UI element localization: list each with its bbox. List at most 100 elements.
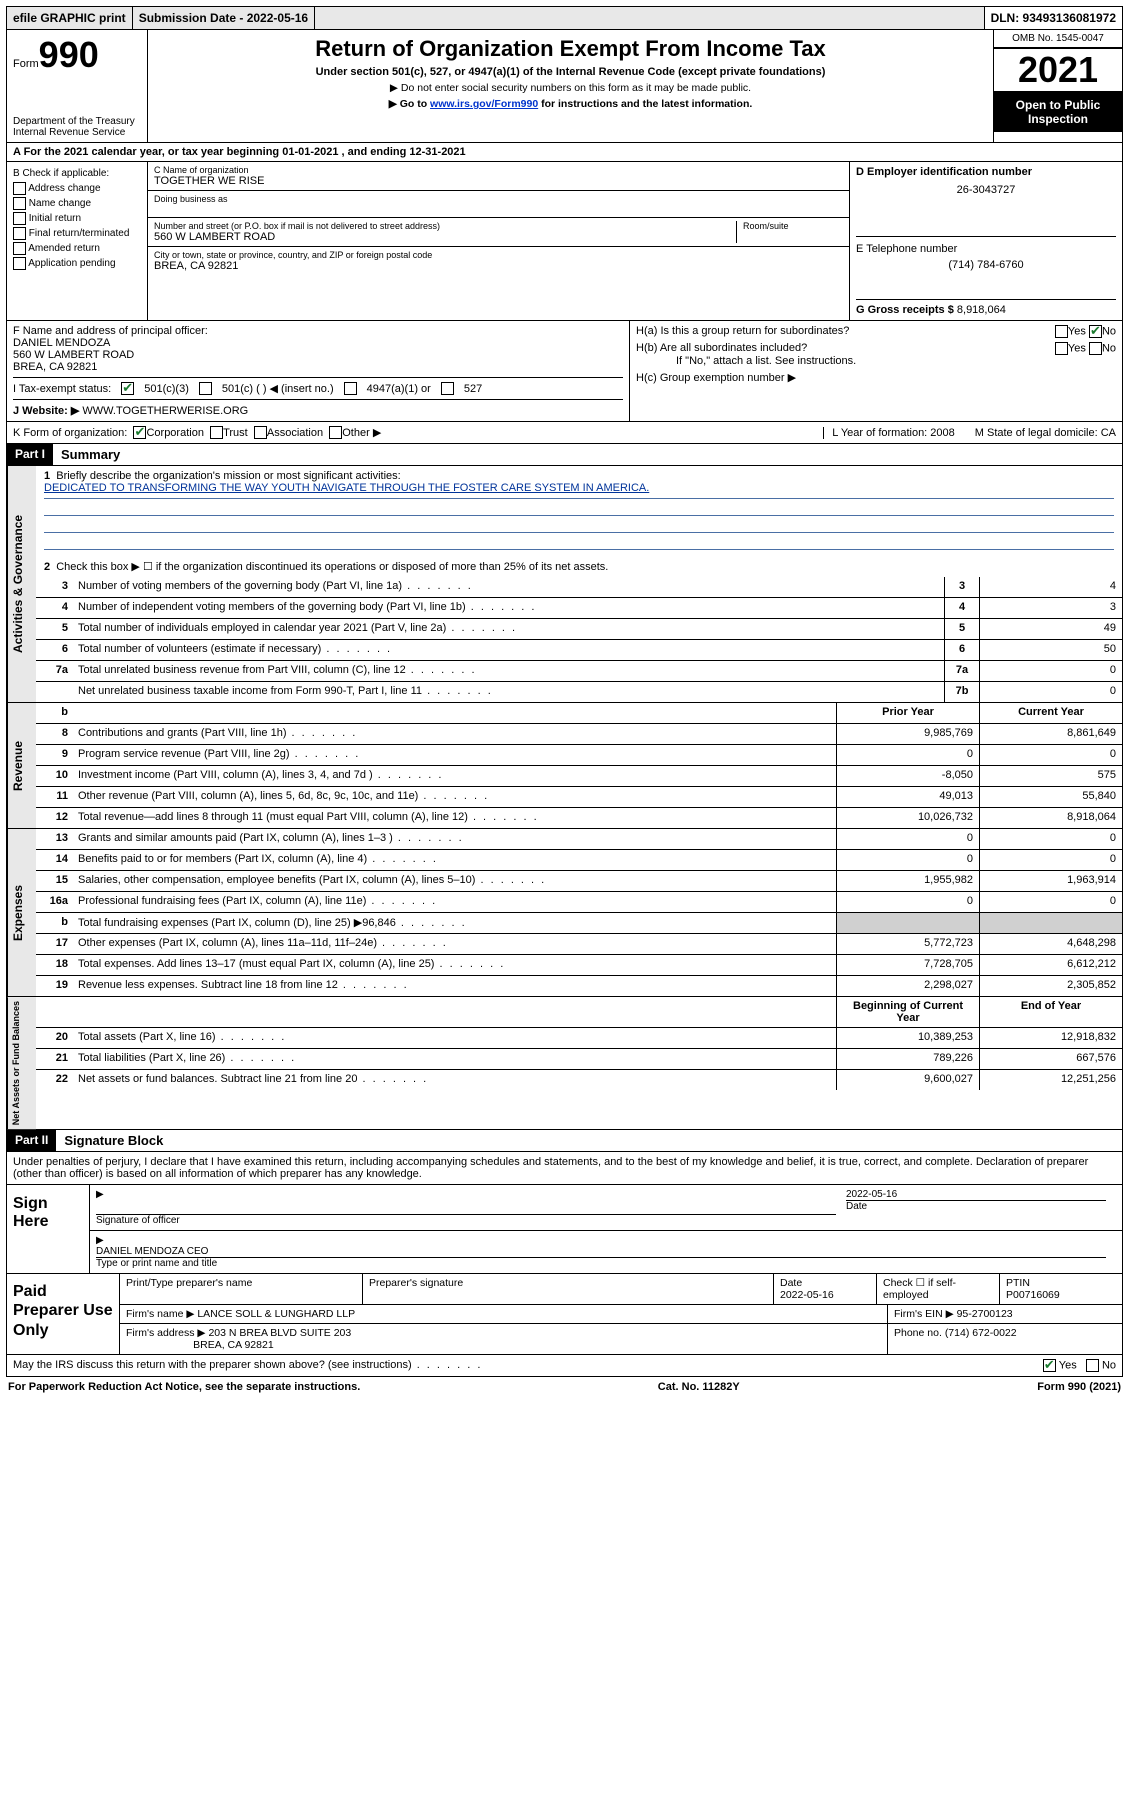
chk-501c3[interactable] — [121, 382, 134, 395]
hb-no[interactable] — [1089, 342, 1102, 355]
row-k-label: K Form of organization: — [13, 427, 127, 439]
chk-4947[interactable] — [344, 382, 357, 395]
row-a-pre: A For the 2021 calendar year, or tax yea… — [13, 146, 282, 158]
line-num: 17 — [36, 934, 74, 954]
prep-sig-label: Preparer's signature — [363, 1274, 774, 1304]
net-header-row: Beginning of Current Year End of Year — [36, 997, 1122, 1028]
line-text: Number of voting members of the governin… — [74, 577, 944, 597]
line-prior: 0 — [836, 892, 979, 912]
chk-527[interactable] — [441, 382, 454, 395]
dba-cell: Doing business as — [148, 191, 849, 218]
gov-line: 5Total number of individuals employed in… — [36, 619, 1122, 640]
line-num: 14 — [36, 850, 74, 870]
line-current: 12,918,832 — [979, 1028, 1122, 1048]
line-prior: 2,298,027 — [836, 976, 979, 996]
data-line: 20Total assets (Part X, line 16)10,389,2… — [36, 1028, 1122, 1049]
line-num: 7a — [36, 661, 74, 681]
col-d: D Employer identification number 26-3043… — [849, 162, 1122, 320]
form-number: Form990 — [13, 34, 141, 76]
org-name-cell: C Name of organization TOGETHER WE RISE — [148, 162, 849, 191]
ptin-value: P00716069 — [1006, 1289, 1060, 1301]
side-revenue: Revenue — [7, 703, 36, 828]
part1-header-row: Part I Summary — [6, 444, 1123, 466]
chk-name-change[interactable]: Name change — [13, 196, 141, 211]
footer-form: Form 990 (2021) — [1037, 1381, 1121, 1393]
rev-hdr-text — [74, 703, 836, 723]
hdr-boy: Beginning of Current Year — [836, 997, 979, 1027]
block-fh: F Name and address of principal officer:… — [6, 321, 1123, 422]
sig-date-label: Date — [846, 1200, 1106, 1212]
chk-corporation[interactable] — [133, 426, 146, 439]
hb-yes[interactable] — [1055, 342, 1068, 355]
data-line: 14Benefits paid to or for members (Part … — [36, 850, 1122, 871]
footer-left: For Paperwork Reduction Act Notice, see … — [8, 1381, 360, 1393]
line-prior: 5,772,723 — [836, 934, 979, 954]
sig-name-value: DANIEL MENDOZA CEO — [96, 1246, 1106, 1257]
line-current: 8,861,649 — [979, 724, 1122, 744]
ha-yes[interactable] — [1055, 325, 1068, 338]
line-text: Grants and similar amounts paid (Part IX… — [74, 829, 836, 849]
page-footer: For Paperwork Reduction Act Notice, see … — [6, 1377, 1123, 1397]
prep-row-3: Firm's address ▶ 203 N BREA BLVD SUITE 2… — [120, 1324, 1122, 1354]
line-prior: 10,389,253 — [836, 1028, 979, 1048]
irs-link[interactable]: www.irs.gov/Form990 — [430, 98, 538, 110]
discuss-no[interactable] — [1086, 1359, 1099, 1372]
q2-text: Check this box ▶ ☐ if the organization d… — [56, 561, 608, 573]
mission-text: DEDICATED TO TRANSFORMING THE WAY YOUTH … — [44, 482, 1114, 499]
chk-application-pending[interactable]: Application pending — [13, 256, 141, 271]
chk-association[interactable] — [254, 426, 267, 439]
line-text: Total number of volunteers (estimate if … — [74, 640, 944, 660]
line-prior — [836, 913, 979, 933]
data-line: 16aProfessional fundraising fees (Part I… — [36, 892, 1122, 913]
discuss-yes[interactable] — [1043, 1359, 1056, 1372]
dln-label: DLN: 93493136081972 — [985, 7, 1122, 29]
line-current: 575 — [979, 766, 1122, 786]
line-text: Total expenses. Add lines 13–17 (must eq… — [74, 955, 836, 975]
top-bar: efile GRAPHIC print Submission Date - 20… — [6, 6, 1123, 30]
chk-501c[interactable] — [199, 382, 212, 395]
ein-value: 26-3043727 — [856, 184, 1116, 196]
addr-label: Number and street (or P.O. box if mail i… — [154, 221, 736, 231]
ptin-label: PTIN — [1006, 1277, 1030, 1289]
chk-other[interactable] — [329, 426, 342, 439]
line-text: Salaries, other compensation, employee b… — [74, 871, 836, 891]
note2-pre: ▶ Go to — [389, 98, 430, 110]
chk-initial-return[interactable]: Initial return — [13, 211, 141, 226]
prep-self-employed: Check ☐ if self-employed — [877, 1274, 1000, 1304]
prep-date-label: Date — [780, 1277, 802, 1289]
line-current: 0 — [979, 745, 1122, 765]
line-text: Contributions and grants (Part VIII, lin… — [74, 724, 836, 744]
submission-date-button[interactable]: Submission Date - 2022-05-16 — [133, 7, 315, 29]
col-b-label: B Check if applicable: — [13, 166, 141, 181]
line-prior: 49,013 — [836, 787, 979, 807]
dept-label: Department of the Treasury — [13, 116, 141, 127]
hb-note: If "No," attach a list. See instructions… — [676, 355, 1116, 367]
line-text: Total assets (Part X, line 16) — [74, 1028, 836, 1048]
line-prior: 0 — [836, 745, 979, 765]
line-num: 9 — [36, 745, 74, 765]
line-value: 0 — [979, 661, 1122, 681]
prep-row-2: Firm's name ▶ LANCE SOLL & LUNGHARD LLP … — [120, 1305, 1122, 1324]
line-num: 18 — [36, 955, 74, 975]
note2-post: for instructions and the latest informat… — [538, 98, 752, 110]
data-line: 15Salaries, other compensation, employee… — [36, 871, 1122, 892]
efile-print-button[interactable]: efile GRAPHIC print — [7, 7, 133, 29]
line-current: 0 — [979, 892, 1122, 912]
line-prior: 1,955,982 — [836, 871, 979, 891]
mission-line-4 — [44, 533, 1114, 550]
line-text: Other expenses (Part IX, column (A), lin… — [74, 934, 836, 954]
chk-amended-return[interactable]: Amended return — [13, 241, 141, 256]
chk-trust[interactable] — [210, 426, 223, 439]
ha-no[interactable] — [1089, 325, 1102, 338]
line-num: 8 — [36, 724, 74, 744]
section-revenue: Revenue b Prior Year Current Year 8Contr… — [6, 703, 1123, 829]
chk-final-return[interactable]: Final return/terminated — [13, 226, 141, 241]
side-governance: Activities & Governance — [7, 466, 36, 702]
website-label: J Website: ▶ — [13, 405, 79, 417]
chk-address-change[interactable]: Address change — [13, 181, 141, 196]
col-f-officer: F Name and address of principal officer:… — [7, 321, 629, 421]
line-text: Revenue less expenses. Subtract line 18 … — [74, 976, 836, 996]
tax-year: 2021 — [994, 48, 1122, 92]
opt-501c3: 501(c)(3) — [144, 383, 189, 395]
line-prior: 9,600,027 — [836, 1070, 979, 1090]
